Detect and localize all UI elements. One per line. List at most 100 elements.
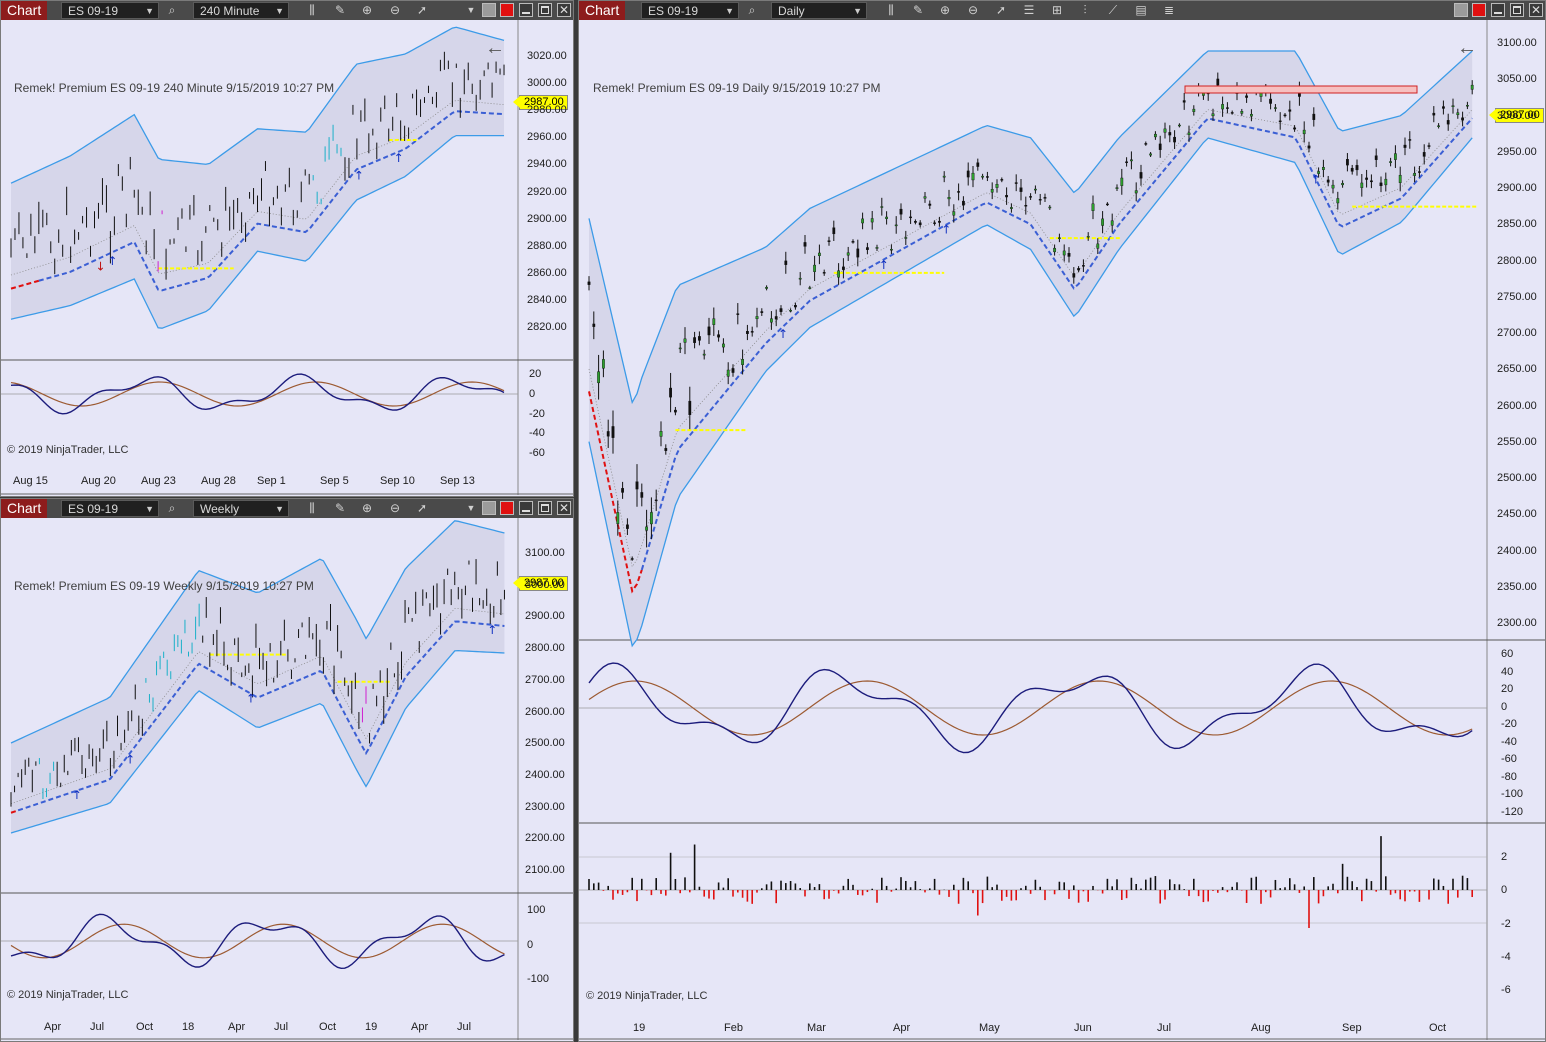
back-arrow-icon[interactable]: ← bbox=[485, 37, 505, 59]
chart-tab-title[interactable]: Chart bbox=[1, 499, 48, 518]
signal-arrow-icon: ↑ bbox=[1311, 173, 1321, 187]
zoom-out-icon[interactable]: ⊖ bbox=[967, 3, 979, 17]
bollinger-band-fill bbox=[589, 51, 1473, 646]
interval-selector[interactable]: 240 Minute ▼ bbox=[193, 2, 289, 19]
signal-arrow-icon: ↑ bbox=[246, 691, 256, 705]
x-axis-tick-label: Sep 10 bbox=[380, 475, 415, 487]
trend-line-up bbox=[38, 110, 505, 292]
price-chart-weekly[interactable]: ↑ ↑ ↑ ↑ bbox=[1, 518, 573, 1041]
close-button[interactable]: ✕ bbox=[557, 501, 571, 515]
candle-body bbox=[1034, 188, 1037, 191]
instrument-selector[interactable]: ES 09-19 ▼ bbox=[61, 500, 159, 517]
y-axis-tick-label: 2200.00 bbox=[525, 832, 565, 845]
candle-body bbox=[683, 338, 687, 343]
oscillator-slow-line bbox=[10, 381, 505, 407]
zoom-out-icon[interactable]: ⊖ bbox=[389, 3, 401, 17]
color-link-button[interactable] bbox=[500, 501, 514, 515]
bollinger-upper-band bbox=[10, 520, 505, 744]
candle-body bbox=[808, 287, 812, 289]
candle-body bbox=[1374, 155, 1378, 160]
signal-arrow-icon: ↑ bbox=[72, 788, 82, 802]
instrument-selector[interactable]: ES 09-19 ▼ bbox=[641, 2, 739, 19]
x-axis-tick-label: Oct bbox=[1429, 1022, 1447, 1034]
y-axis-tick-label: 2880.00 bbox=[527, 239, 567, 252]
minimize-button[interactable] bbox=[1491, 3, 1505, 17]
instrument-selector[interactable]: ES 09-19 ▼ bbox=[61, 2, 159, 19]
candle-body bbox=[880, 206, 884, 208]
maximize-button[interactable] bbox=[1510, 3, 1524, 17]
search-icon[interactable]: ⌕ bbox=[748, 3, 756, 17]
link-button[interactable] bbox=[482, 3, 496, 17]
link-button[interactable] bbox=[482, 501, 496, 515]
strategies-icon[interactable]: ⟋ bbox=[1108, 3, 1118, 17]
indicators-icon[interactable]: ⫶ bbox=[1083, 3, 1087, 17]
close-button[interactable]: ✕ bbox=[557, 3, 571, 17]
close-button[interactable]: ✕ bbox=[1529, 3, 1543, 17]
minimize-button[interactable] bbox=[519, 501, 533, 515]
y-axis-tick-label: 2980.00 bbox=[527, 104, 567, 117]
back-arrow-icon[interactable]: ← bbox=[1457, 37, 1477, 59]
candle-body bbox=[1288, 109, 1292, 112]
oscillator-tick-label: -60 bbox=[529, 447, 545, 459]
cursor-icon[interactable]: ➚ bbox=[416, 501, 428, 515]
candle-body bbox=[1173, 136, 1177, 143]
chart-tab-title[interactable]: Chart bbox=[1, 1, 48, 20]
cursor-icon[interactable]: ➚ bbox=[995, 3, 1007, 17]
interval-selector[interactable]: Daily ▼ bbox=[771, 2, 867, 19]
link-button[interactable] bbox=[1454, 3, 1468, 17]
pencil-icon[interactable]: ✎ bbox=[334, 501, 346, 515]
x-axis-tick-label: Feb bbox=[724, 1022, 743, 1034]
zoom-in-icon[interactable]: ⊕ bbox=[361, 501, 373, 515]
properties-icon[interactable]: ☰ bbox=[1023, 3, 1035, 17]
bars-icon[interactable]: ⫼ bbox=[309, 501, 315, 515]
zoom-in-icon[interactable]: ⊕ bbox=[361, 3, 373, 17]
candle-body bbox=[630, 558, 634, 560]
candle-body bbox=[837, 270, 840, 278]
oscillator-tick-label: -40 bbox=[529, 427, 545, 440]
candle-body bbox=[938, 220, 941, 223]
candle-body bbox=[923, 196, 927, 199]
chart-tab-title[interactable]: Chart bbox=[579, 1, 626, 20]
minimize-button[interactable] bbox=[519, 3, 533, 17]
interval-selector[interactable]: Weekly ▼ bbox=[193, 500, 289, 517]
y-axis-tick-label: 2750.00 bbox=[1497, 290, 1537, 303]
search-icon[interactable]: ⌕ bbox=[168, 501, 176, 515]
pencil-icon[interactable]: ✎ bbox=[334, 3, 346, 17]
y-axis-tick-label: 3100.00 bbox=[1497, 37, 1537, 49]
candle-body bbox=[846, 252, 850, 256]
pencil-icon[interactable]: ✎ bbox=[912, 3, 924, 17]
color-link-button[interactable] bbox=[500, 3, 514, 17]
oscillator-fast-line bbox=[588, 662, 1473, 754]
bars-icon[interactable]: ⫼ bbox=[888, 3, 894, 17]
cursor-icon[interactable]: ➚ bbox=[416, 3, 428, 17]
candle-body bbox=[1341, 182, 1345, 186]
zoom-in-icon[interactable]: ⊕ bbox=[939, 3, 951, 17]
data-box-icon[interactable]: ⊞ bbox=[1051, 3, 1063, 17]
maximize-button[interactable] bbox=[538, 501, 552, 515]
candle-body bbox=[904, 237, 908, 239]
price-chart-daily[interactable]: ↑ ↑ ↑ ↑ bbox=[579, 20, 1545, 1041]
candle-body bbox=[914, 221, 917, 223]
histogram-tick-label: 2 bbox=[1501, 851, 1508, 863]
candle-body bbox=[621, 488, 625, 493]
dropdown-arrow-icon[interactable]: ▼ bbox=[466, 5, 476, 15]
maximize-button[interactable] bbox=[538, 3, 552, 17]
candle-body bbox=[1398, 174, 1402, 183]
bars-icon[interactable]: ⫼ bbox=[309, 3, 315, 17]
candle-body bbox=[1394, 153, 1397, 160]
candle-body bbox=[803, 242, 807, 247]
templates-icon[interactable]: ▤ bbox=[1135, 3, 1147, 17]
x-axis-tick-label: Aug 15 bbox=[13, 475, 48, 487]
candle-body bbox=[1010, 207, 1013, 209]
dropdown-arrow-icon[interactable]: ▼ bbox=[466, 503, 476, 513]
menu-icon[interactable]: ≣ bbox=[1163, 3, 1175, 17]
candle-body bbox=[1053, 248, 1056, 253]
search-icon[interactable]: ⌕ bbox=[168, 3, 176, 17]
candle-body bbox=[1461, 117, 1465, 121]
signal-arrow-icon: ↑ bbox=[107, 254, 117, 268]
candle-body bbox=[851, 241, 855, 243]
price-chart-240min[interactable]: ↑↓↑↑ bbox=[1, 20, 573, 496]
zoom-out-icon[interactable]: ⊖ bbox=[389, 501, 401, 515]
interval-value: Daily bbox=[778, 4, 805, 18]
color-link-button[interactable] bbox=[1472, 3, 1486, 17]
